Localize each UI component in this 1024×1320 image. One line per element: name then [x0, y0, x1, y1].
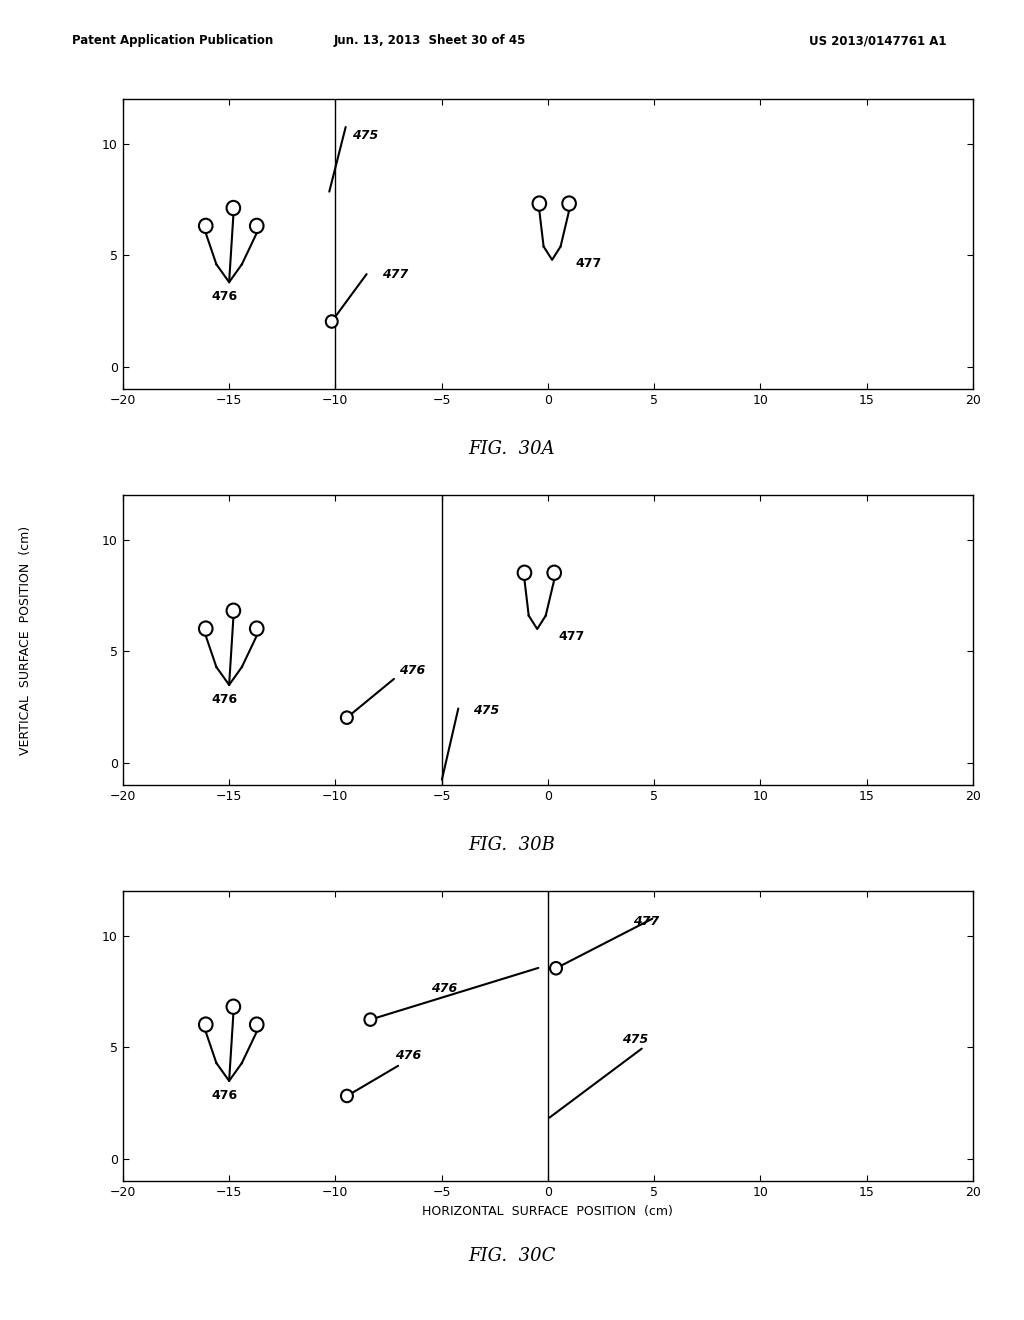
Text: 477: 477: [633, 915, 659, 928]
X-axis label: HORIZONTAL  SURFACE  POSITION  (cm): HORIZONTAL SURFACE POSITION (cm): [423, 1205, 673, 1218]
Circle shape: [562, 197, 575, 211]
Text: FIG.  30B: FIG. 30B: [469, 836, 555, 854]
Text: 476: 476: [431, 982, 458, 994]
Text: FIG.  30C: FIG. 30C: [468, 1247, 556, 1266]
Circle shape: [226, 201, 241, 215]
Text: Patent Application Publication: Patent Application Publication: [72, 34, 273, 48]
Circle shape: [341, 711, 353, 723]
Text: Jun. 13, 2013  Sheet 30 of 45: Jun. 13, 2013 Sheet 30 of 45: [334, 34, 526, 48]
Text: 476: 476: [395, 1048, 421, 1061]
Circle shape: [341, 1090, 353, 1102]
Circle shape: [199, 622, 213, 636]
Text: 476: 476: [399, 664, 425, 677]
Circle shape: [250, 1018, 263, 1032]
Circle shape: [532, 197, 546, 211]
Circle shape: [548, 565, 561, 579]
Text: 477: 477: [382, 268, 409, 281]
Text: FIG.  30A: FIG. 30A: [469, 440, 555, 458]
Text: 477: 477: [575, 256, 602, 269]
Text: 476: 476: [212, 1089, 238, 1102]
Text: VERTICAL  SURFACE  POSITION  (cm): VERTICAL SURFACE POSITION (cm): [19, 525, 32, 755]
Circle shape: [199, 219, 213, 234]
Circle shape: [550, 962, 562, 974]
Text: 475: 475: [473, 704, 500, 717]
Text: 477: 477: [558, 630, 585, 643]
Text: 475: 475: [352, 129, 379, 143]
Text: 476: 476: [212, 290, 238, 304]
Text: 476: 476: [212, 693, 238, 706]
Circle shape: [250, 219, 263, 234]
Circle shape: [199, 1018, 213, 1032]
Circle shape: [365, 1014, 376, 1026]
Text: 475: 475: [623, 1034, 648, 1045]
Circle shape: [250, 622, 263, 636]
Circle shape: [226, 999, 241, 1014]
Circle shape: [518, 565, 531, 579]
Text: US 2013/0147761 A1: US 2013/0147761 A1: [809, 34, 946, 48]
Circle shape: [326, 315, 338, 327]
Circle shape: [226, 603, 241, 618]
